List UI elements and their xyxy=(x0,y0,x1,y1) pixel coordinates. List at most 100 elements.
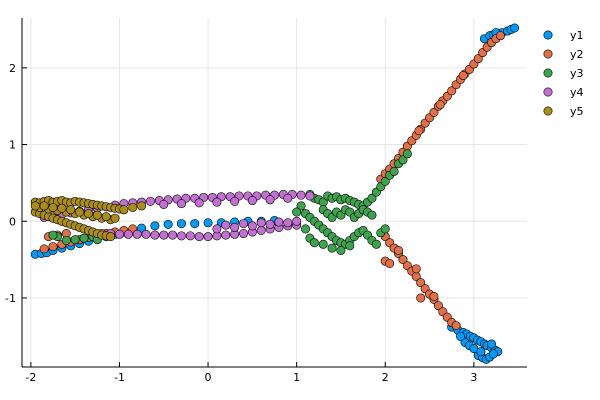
point-y1-54 xyxy=(476,347,486,357)
point-y4-35 xyxy=(230,196,240,206)
point-y4-67 xyxy=(212,224,222,234)
y-tick-label-2: 1 xyxy=(9,139,16,152)
point-y2-67 xyxy=(416,293,426,303)
point-y1-18 xyxy=(203,218,213,228)
point-y2-53 xyxy=(416,278,426,288)
point-y4-30 xyxy=(305,191,315,201)
legend-marker-y5 xyxy=(543,106,553,116)
point-y4-29 xyxy=(296,190,306,200)
point-y2-1 xyxy=(48,242,58,252)
point-y4-70 xyxy=(265,219,275,229)
series-y1 xyxy=(30,23,520,364)
point-y5-59 xyxy=(137,201,147,211)
point-y1-16 xyxy=(176,219,186,229)
point-y5-58 xyxy=(128,202,138,212)
x-tick-label-3: 1 xyxy=(293,371,300,384)
point-y4-63 xyxy=(238,219,248,229)
point-y4-33 xyxy=(194,198,204,208)
ticks: -2 -1 0 1 2 3 -1 0 1 2 xyxy=(5,62,477,384)
point-y5-55 xyxy=(92,210,102,220)
point-y4-12 xyxy=(145,196,155,206)
point-y2-44 xyxy=(458,71,468,81)
point-y2-43 xyxy=(435,100,445,110)
point-y2-64 xyxy=(429,291,439,301)
point-y4-34 xyxy=(212,197,222,207)
point-y2-66 xyxy=(385,258,395,268)
axes xyxy=(21,18,527,368)
point-y3-2 xyxy=(79,233,89,243)
point-y3-22 xyxy=(367,193,377,203)
point-y5-51 xyxy=(57,203,67,213)
point-y2-57 xyxy=(433,301,443,311)
point-y3-60 xyxy=(301,224,311,234)
point-y2-41 xyxy=(495,31,505,41)
point-y3-69 xyxy=(296,201,306,211)
point-y1-14 xyxy=(150,221,160,231)
point-y5-52 xyxy=(66,205,76,215)
point-y4-68 xyxy=(230,222,240,232)
point-y3-68 xyxy=(380,224,390,234)
point-y4-64 xyxy=(256,218,266,228)
data-points xyxy=(30,23,520,364)
point-y4-46 xyxy=(159,230,169,240)
x-tick-label-2: 0 xyxy=(205,371,212,384)
point-y5-50 xyxy=(48,202,58,212)
point-y5-38 xyxy=(106,232,116,242)
point-y4-71 xyxy=(283,218,293,228)
point-y2-62 xyxy=(394,245,404,255)
point-y1-17 xyxy=(190,219,200,229)
point-y2-61 xyxy=(451,321,461,331)
x-tick-label-4: 2 xyxy=(382,371,389,384)
legend-marker-y2 xyxy=(543,49,553,59)
point-y4-38 xyxy=(283,193,293,203)
point-y2-30 xyxy=(447,86,457,96)
point-y3-1 xyxy=(70,235,80,245)
point-y1-31 xyxy=(510,23,520,33)
x-tick-label-0: -2 xyxy=(25,371,36,384)
grid xyxy=(22,18,527,367)
legend-label-y4: y4 xyxy=(570,86,584,99)
point-y3-42 xyxy=(367,210,377,220)
x-tick-label-1: -1 xyxy=(114,371,125,384)
point-y4-42 xyxy=(123,229,133,239)
point-y5-48 xyxy=(30,201,40,211)
legend-marker-y4 xyxy=(543,87,553,97)
point-y4-51 xyxy=(203,232,213,242)
point-y1-13 xyxy=(137,223,147,233)
y-tick-label-3: 2 xyxy=(9,62,16,75)
point-y1-56 xyxy=(487,339,497,349)
point-y2-49 xyxy=(398,255,408,265)
point-y3-25 xyxy=(380,176,390,186)
point-y2-42 xyxy=(414,126,424,136)
point-y3-0 xyxy=(61,235,71,245)
point-y4-49 xyxy=(185,231,195,241)
point-y4-41 xyxy=(114,229,124,239)
point-y4-65 xyxy=(274,217,284,227)
series-y5 xyxy=(30,196,147,242)
point-y1-15 xyxy=(163,219,173,229)
legend-label-y1: y1 xyxy=(570,29,584,42)
point-y5-57 xyxy=(110,213,120,223)
point-y4-47 xyxy=(168,230,178,240)
point-y3-64 xyxy=(327,243,337,253)
legend-marker-y3 xyxy=(543,68,553,78)
point-y4-48 xyxy=(176,231,186,241)
point-y5-20 xyxy=(119,205,129,215)
legend-label-y5: y5 xyxy=(570,105,584,118)
point-y4-50 xyxy=(194,232,204,242)
point-y4-36 xyxy=(247,196,257,206)
point-y2-36 xyxy=(473,54,483,64)
point-y2-63 xyxy=(411,264,421,274)
legend: y1 y2 y3 y4 y5 xyxy=(543,29,584,118)
point-y3-70 xyxy=(292,207,302,217)
point-y3-29 xyxy=(398,155,408,165)
point-y4-69 xyxy=(247,221,257,231)
point-y5-56 xyxy=(101,212,111,222)
point-y1-55 xyxy=(456,331,466,341)
y-tick-label-0: -1 xyxy=(5,292,16,305)
x-tick-label-5: 3 xyxy=(470,371,477,384)
point-y4-37 xyxy=(265,195,275,205)
point-y3-30 xyxy=(402,149,412,159)
